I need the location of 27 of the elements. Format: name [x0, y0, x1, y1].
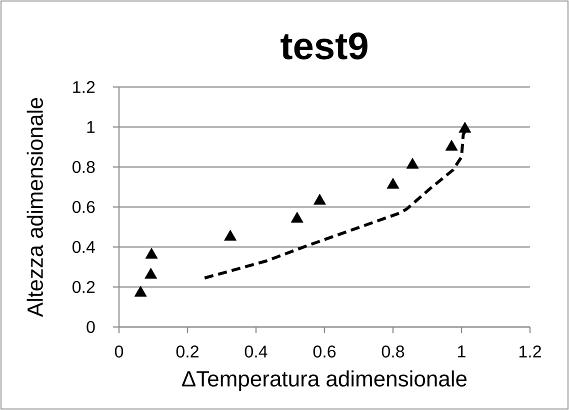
y-tick-label: 1.2 — [73, 81, 95, 93]
point — [406, 158, 419, 169]
x-tick-label: 0.8 — [382, 346, 404, 358]
point — [445, 140, 458, 151]
chart-title: test9 — [280, 32, 368, 60]
y-axis-title: Altezza adimensionale — [26, 98, 43, 318]
x-tick-label: 0.4 — [244, 346, 268, 358]
point — [313, 194, 326, 205]
y-tick-label: 0.2 — [72, 280, 95, 294]
point — [145, 248, 158, 259]
point — [290, 212, 304, 223]
y-tick-label: 0.8 — [72, 160, 95, 174]
point — [144, 268, 158, 279]
x-tick-label: 1.2 — [519, 346, 541, 358]
x-tick-label: 0.2 — [176, 346, 198, 358]
x-axis-title: ΔTemperatura adimensionale — [182, 370, 467, 391]
x-tick-label: 0 — [114, 346, 124, 358]
point — [458, 122, 472, 133]
x-tick-label: 0.6 — [313, 346, 336, 358]
y-tick-label: 0 — [86, 320, 95, 334]
point — [224, 230, 237, 241]
point — [134, 286, 147, 297]
x-tick-label: 1 — [458, 346, 466, 358]
y-tick-label: 1 — [87, 121, 95, 133]
point — [386, 178, 400, 189]
y-tick-label: 0.6 — [72, 200, 95, 214]
y-tick-label: 0.4 — [72, 240, 95, 254]
